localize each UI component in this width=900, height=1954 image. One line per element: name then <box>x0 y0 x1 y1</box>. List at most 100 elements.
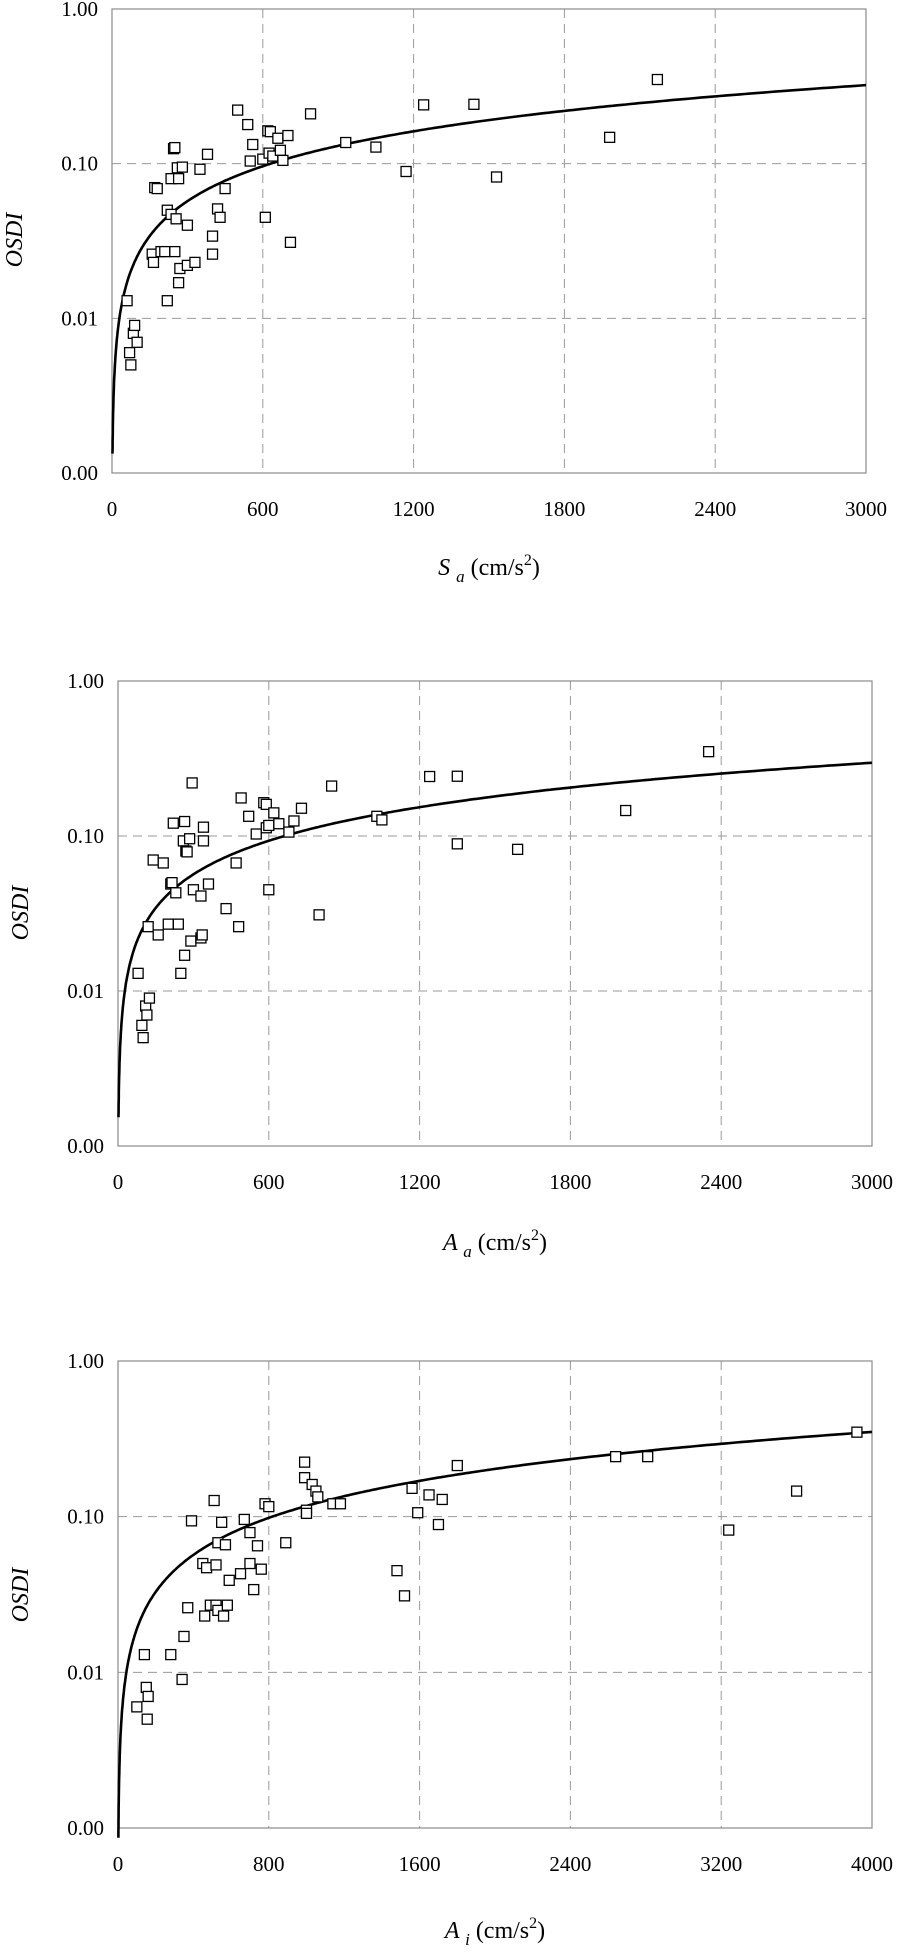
data-point <box>259 211 271 223</box>
data-point <box>232 104 244 116</box>
data-point <box>251 1540 264 1552</box>
data-point <box>468 98 480 110</box>
data-point <box>167 817 179 829</box>
data-point <box>490 171 503 183</box>
data-point <box>176 161 189 173</box>
x-tick-label: 600 <box>247 497 279 521</box>
data-point <box>451 770 463 782</box>
data-point <box>436 1493 448 1506</box>
data-point <box>603 131 616 143</box>
data-points <box>121 73 664 371</box>
data-point <box>451 838 463 850</box>
data-point <box>702 746 715 758</box>
data-point <box>121 295 133 307</box>
data-point <box>181 846 193 858</box>
data-point <box>391 1564 403 1577</box>
data-point <box>248 1583 260 1596</box>
x-tick-label: 2400 <box>694 497 736 521</box>
data-point <box>151 182 163 195</box>
gridlines <box>118 1361 872 1828</box>
y-tick-label: 0.01 <box>61 306 98 330</box>
x-tick-label: 600 <box>253 1170 285 1194</box>
data-point <box>185 1515 198 1527</box>
gridlines <box>112 9 866 473</box>
data-point <box>400 165 412 178</box>
data-point <box>406 1482 418 1495</box>
x-tick-label: 1200 <box>399 1170 441 1194</box>
data-point <box>142 921 154 933</box>
data-point <box>255 1563 267 1575</box>
data-point <box>247 138 259 151</box>
data-point <box>242 118 254 131</box>
data-point <box>263 1500 275 1513</box>
data-point <box>412 1507 424 1519</box>
data-point <box>172 277 185 289</box>
data-point <box>418 99 430 111</box>
data-points <box>131 1426 863 1725</box>
data-point <box>128 319 141 332</box>
plot-frame <box>111 8 867 474</box>
data-point <box>398 1590 411 1602</box>
data-point <box>511 843 524 856</box>
data-point <box>260 798 272 811</box>
data-point <box>340 136 352 149</box>
data-point <box>194 163 206 175</box>
data-point <box>620 804 632 817</box>
plot-frame <box>117 680 873 1147</box>
data-point <box>137 1032 149 1044</box>
data-point <box>178 815 191 828</box>
data-point <box>197 835 210 847</box>
x-axis-label: A i (cm/s2) <box>443 1915 545 1949</box>
chart-aa-svg: 0.00 0.01 0.10 1.00 0 600 1200 1800 2400 3000 OSDI… <box>8 670 893 1261</box>
y-tick-label: 0.00 <box>61 461 98 485</box>
chart-sa: 0.00 0.01 0.10 1.00 0 600 1200 1800 2400 3000 OSDI… <box>0 0 900 590</box>
data-point <box>295 802 308 814</box>
data-point <box>223 1574 235 1586</box>
data-point <box>263 819 275 832</box>
data-point <box>723 1524 735 1536</box>
x-tick-label: 2400 <box>700 1170 742 1194</box>
chart-ai-svg: 0.00 0.01 0.10 1.00 0 800 1600 2400 3200 4000 OSDI… <box>8 1350 893 1949</box>
data-point <box>206 230 219 242</box>
data-point <box>283 826 295 838</box>
data-point <box>214 211 226 223</box>
data-point <box>197 821 210 833</box>
data-point <box>201 148 214 160</box>
y-tick-label: 1.00 <box>61 0 98 21</box>
data-point <box>288 815 300 827</box>
data-point <box>206 248 219 260</box>
y-tick-label: 0.01 <box>67 979 104 1003</box>
data-point <box>152 929 164 941</box>
data-point <box>141 1009 153 1021</box>
data-point <box>199 1610 211 1622</box>
data-point <box>183 833 196 845</box>
x-tick-label: 0 <box>113 1852 124 1876</box>
data-point <box>451 1459 463 1472</box>
data-point <box>175 967 187 979</box>
data-point <box>243 810 255 822</box>
data-point <box>170 213 182 225</box>
data-point <box>170 887 182 899</box>
data-point <box>147 256 160 269</box>
data-point <box>234 1568 247 1580</box>
data-point <box>178 1630 190 1643</box>
data-point <box>609 1450 622 1463</box>
data-point <box>172 173 185 185</box>
data-point <box>141 1713 153 1725</box>
chart-aa: 0.00 0.01 0.10 1.00 0 600 1200 1800 2400 3000 OSDI… <box>0 670 900 1270</box>
y-tick-label: 0.01 <box>67 1660 104 1684</box>
x-tick-label: 4000 <box>851 1852 893 1876</box>
data-point <box>424 770 436 783</box>
data-point <box>178 949 191 961</box>
x-tick-label: 800 <box>253 1852 285 1876</box>
data-point <box>221 1599 233 1611</box>
data-point <box>280 1537 292 1549</box>
y-tick-label: 0.00 <box>67 1816 104 1840</box>
data-point <box>370 141 382 153</box>
y-axis-label: OSDI <box>2 212 28 268</box>
x-axis-label: S a (cm/s2) <box>438 552 540 586</box>
data-point <box>272 132 284 144</box>
data-point <box>298 1472 311 1484</box>
data-point <box>176 1673 188 1686</box>
data-point <box>136 1019 148 1032</box>
